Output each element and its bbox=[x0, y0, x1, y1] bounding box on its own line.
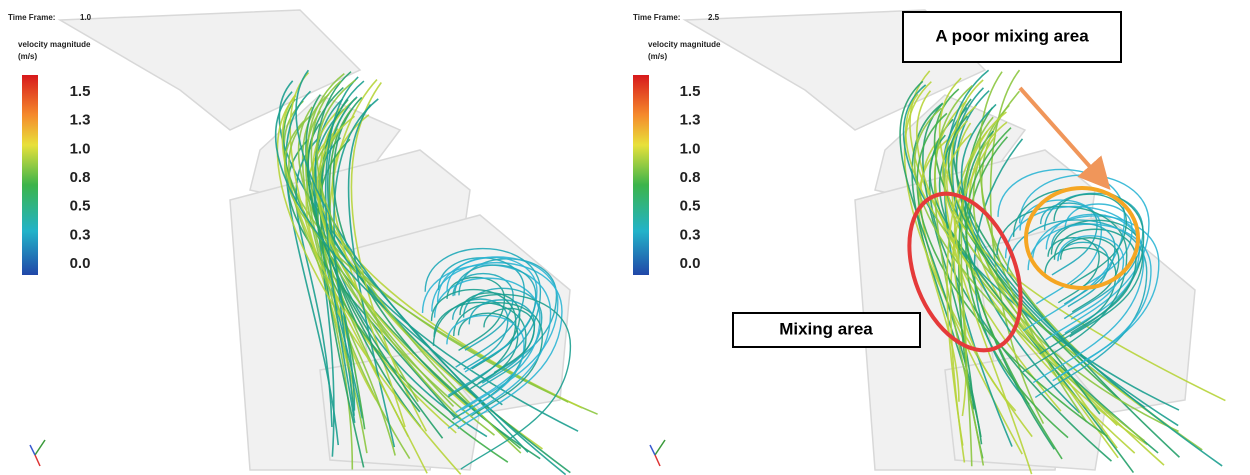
time-frame: 1.0 bbox=[80, 13, 92, 22]
colorbar-tick-label: 0.3 bbox=[70, 226, 91, 243]
colorbar-tick-label: 0.0 bbox=[680, 255, 701, 272]
colorbar-tick-label: 0.8 bbox=[70, 169, 91, 186]
colorbar-ticks: 1.5 1.3 1.0 0.8 0.5 0.3 0.0 bbox=[70, 83, 91, 272]
colorbar-ticks: 1.5 1.3 1.0 0.8 0.5 0.3 0.0 bbox=[680, 83, 701, 272]
time-frame-label: Time Frame: bbox=[633, 13, 680, 22]
colorbar-tick-label: 0.3 bbox=[680, 226, 701, 243]
colorbar-tick-label: 1.5 bbox=[70, 83, 91, 100]
colorbar-tick-label: 1.3 bbox=[680, 112, 701, 129]
time-frame-label: Time Frame: bbox=[8, 13, 55, 22]
colorbar-tick-label: 1.5 bbox=[680, 83, 701, 100]
colorbar-tick-label: 1.3 bbox=[70, 112, 91, 129]
annotation: A poor mixing area bbox=[935, 26, 1089, 45]
legend-title: velocity magnitude bbox=[648, 40, 721, 49]
colorbar bbox=[633, 75, 649, 275]
legend-title: velocity magnitude bbox=[18, 40, 91, 49]
colorbar-tick-label: 1.0 bbox=[680, 140, 701, 157]
time-frame: 2.5 bbox=[708, 13, 720, 22]
colorbar-tick-label: 0.8 bbox=[680, 169, 701, 186]
legend-unit: (m/s) bbox=[18, 52, 37, 61]
legend-unit: (m/s) bbox=[648, 52, 667, 61]
colorbar-tick-label: 0.0 bbox=[70, 255, 91, 272]
colorbar-tick-label: 1.0 bbox=[70, 140, 91, 157]
colorbar bbox=[22, 75, 38, 275]
colorbar-tick-label: 0.5 bbox=[70, 198, 91, 215]
figure: Time Frame: 1.0 velocity magnitude (m/s)… bbox=[0, 0, 1250, 475]
annotation: Mixing area bbox=[779, 319, 873, 338]
colorbar-tick-label: 0.5 bbox=[680, 198, 701, 215]
